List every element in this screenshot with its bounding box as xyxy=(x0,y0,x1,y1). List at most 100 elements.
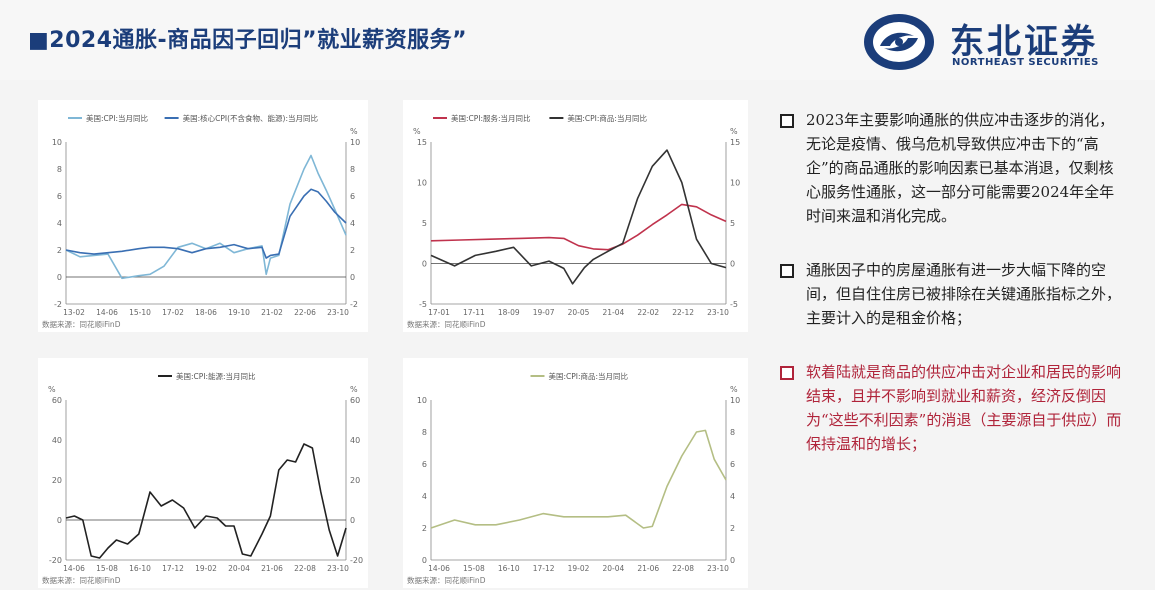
checkbox-square-icon xyxy=(780,366,794,380)
x-tick: 17-11 xyxy=(463,308,485,317)
x-tick: 15-08 xyxy=(463,564,485,573)
x-tick: 17-12 xyxy=(162,564,184,573)
x-tick: 23-10 xyxy=(707,564,729,573)
y-tick-left: 6 xyxy=(422,460,427,469)
y-tick-left: 0 xyxy=(422,260,427,269)
chart-panel-goods: 美国:CPI:商品:当月同比% 0 2 4 6 8 10 0 2 4 6 8 10 14-06 15-08 1… xyxy=(403,358,748,588)
axis-unit-left: % xyxy=(48,385,56,394)
x-tick: 14-06 xyxy=(63,564,85,573)
y-tick-right: 8 xyxy=(730,428,735,437)
y-tick-left: 40 xyxy=(52,436,62,445)
y-tick-right: 5 xyxy=(730,219,735,228)
chart-services-goods: 美国:CPI:服务:当月同比 美国:CPI:商品:当月同比% % -5 0 5 10 15 -5… xyxy=(407,113,740,329)
x-tick: 22-08 xyxy=(672,564,694,573)
axis-unit-left: % xyxy=(413,127,421,136)
axis-unit-right: % xyxy=(730,127,738,136)
x-tick: 17-12 xyxy=(533,564,555,573)
y-tick-right: 15 xyxy=(730,138,740,147)
chart-source: 数据来源：同花顺iFinD xyxy=(407,319,486,329)
y-tick-right: 60 xyxy=(350,396,360,405)
legend-label: 美国:CPI:当月同比 xyxy=(86,113,149,123)
y-tick-right: 2 xyxy=(730,524,735,533)
x-tick: 21-06 xyxy=(261,564,283,573)
x-tick: 22-02 xyxy=(637,308,659,317)
bullet-item-3: 软着陆就是商品的供应冲击对企业和居民的影响结束，且并不影响到就业和薪资，经济反倒… xyxy=(780,360,1125,456)
x-tick: 15-08 xyxy=(96,564,118,573)
y-tick-right: 10 xyxy=(350,138,360,147)
y-tick-left: 0 xyxy=(57,273,62,282)
chart-panel-cpi-core: 美国:CPI:当月同比 美国:核心CPI(不含食物、能源):当月同比% -2 0 2 4 6… xyxy=(38,100,368,332)
x-tick: 22-12 xyxy=(672,308,694,317)
y-tick-left: 10 xyxy=(417,396,427,405)
y-tick-right: 40 xyxy=(350,436,360,445)
y-tick-right: 6 xyxy=(730,460,735,469)
chart-source: 数据来源：同花顺iFinD xyxy=(407,575,486,585)
y-tick-left: 10 xyxy=(52,138,62,147)
y-tick-left: 15 xyxy=(417,138,427,147)
y-tick-right: 10 xyxy=(730,179,740,188)
legend-label: 美国:CPI:商品:当月同比 xyxy=(567,113,647,123)
y-tick-left: 5 xyxy=(422,219,427,228)
x-tick: 20-04 xyxy=(602,564,624,573)
y-tick-right: -20 xyxy=(350,556,363,565)
bullet-list: 2023年主要影响通胀的供应冲击逐步的消化，无论是疫情、俄乌危机导致供应冲击下的… xyxy=(780,108,1125,486)
chart-cpi-core: 美国:CPI:当月同比 美国:核心CPI(不含食物、能源):当月同比% -2 0 2 4 6… xyxy=(42,113,360,329)
y-tick-left: 20 xyxy=(52,476,62,485)
bullet-item-1: 2023年主要影响通胀的供应冲击逐步的消化，无论是疫情、俄乌危机导致供应冲击下的… xyxy=(780,108,1125,228)
x-tick: 21-04 xyxy=(602,308,624,317)
axis-unit-right: % xyxy=(350,127,358,136)
axis-unit-right: % xyxy=(350,385,358,394)
series-line xyxy=(430,429,727,529)
y-tick-right: 4 xyxy=(350,219,355,228)
logo-text-en: NORTHEAST SECURITIES xyxy=(952,57,1099,68)
bullet-text: 通胀因子中的房屋通胀有进一步大幅下降的空间，但自住住房已被排除在关键通胀指标之外… xyxy=(806,261,1122,327)
x-tick: 14-06 xyxy=(96,308,118,317)
y-tick-right: 0 xyxy=(350,516,355,525)
chart-source: 数据来源：同花顺iFinD xyxy=(42,575,121,585)
bullet-text: 2023年主要影响通胀的供应冲击逐步的消化，无论是疫情、俄乌危机导致供应冲击下的… xyxy=(806,111,1115,225)
y-tick-right: 8 xyxy=(350,165,355,174)
x-tick: 15-10 xyxy=(129,308,151,317)
x-tick: 17-01 xyxy=(428,308,450,317)
y-tick-right: 6 xyxy=(350,192,355,201)
chart-panel-services-goods: 美国:CPI:服务:当月同比 美国:CPI:商品:当月同比%% -5 0 5 10 15 -5… xyxy=(403,100,748,332)
y-tick-left: 4 xyxy=(57,219,62,228)
logo-text-cn: 东北证券 xyxy=(950,22,1098,62)
legend-label: 美国:核心CPI(不含食物、能源):当月同比 xyxy=(183,113,319,123)
legend-label: 美国:CPI:能源:当月同比 xyxy=(176,371,256,381)
series-line xyxy=(65,188,347,259)
bullet-item-2: 通胀因子中的房屋通胀有进一步大幅下降的空间，但自住住房已被排除在关键通胀指标之外… xyxy=(780,258,1125,330)
legend-label: 美国:CPI:服务:当月同比 xyxy=(451,113,531,123)
y-tick-left: 8 xyxy=(57,165,62,174)
x-tick: 16-10 xyxy=(129,564,151,573)
x-tick: 23-10 xyxy=(327,308,349,317)
y-tick-right: 20 xyxy=(350,476,360,485)
chart-energy: 美国:CPI:能源:当月同比% % -20 0 20 40 60 -20 0 20 40 60 14-0… xyxy=(42,371,363,585)
y-tick-left: 6 xyxy=(57,192,62,201)
x-tick: 21-02 xyxy=(261,308,283,317)
x-tick: 16-10 xyxy=(498,564,520,573)
series-line xyxy=(430,203,727,251)
x-tick: 23-10 xyxy=(707,308,729,317)
x-tick: 19-02 xyxy=(568,564,590,573)
y-tick-right: 0 xyxy=(350,273,355,282)
legend-label: 美国:CPI:商品:当月同比 xyxy=(549,371,629,381)
chart-panel-energy: 美国:CPI:能源:当月同比%% -20 0 20 40 60 -20 0 20 40 60 14-0… xyxy=(38,358,368,588)
x-tick: 17-02 xyxy=(162,308,184,317)
x-tick: 22-06 xyxy=(294,308,316,317)
logo-mark-icon xyxy=(864,14,934,70)
x-tick: 23-10 xyxy=(327,564,349,573)
x-tick: 19-02 xyxy=(195,564,217,573)
y-tick-right: 2 xyxy=(350,246,355,255)
x-tick: 18-06 xyxy=(195,308,217,317)
y-tick-left: 10 xyxy=(417,179,427,188)
page-title: ■2024通胀-商品因子回归”就业薪资服务” xyxy=(28,28,468,53)
x-tick: 20-05 xyxy=(568,308,590,317)
y-tick-right: -5 xyxy=(730,300,738,309)
series-line xyxy=(65,154,347,280)
x-tick: 13-02 xyxy=(63,308,85,317)
x-tick: 22-08 xyxy=(294,564,316,573)
x-tick: 19-10 xyxy=(228,308,250,317)
x-tick: 14-06 xyxy=(428,564,450,573)
x-tick: 19-07 xyxy=(533,308,555,317)
